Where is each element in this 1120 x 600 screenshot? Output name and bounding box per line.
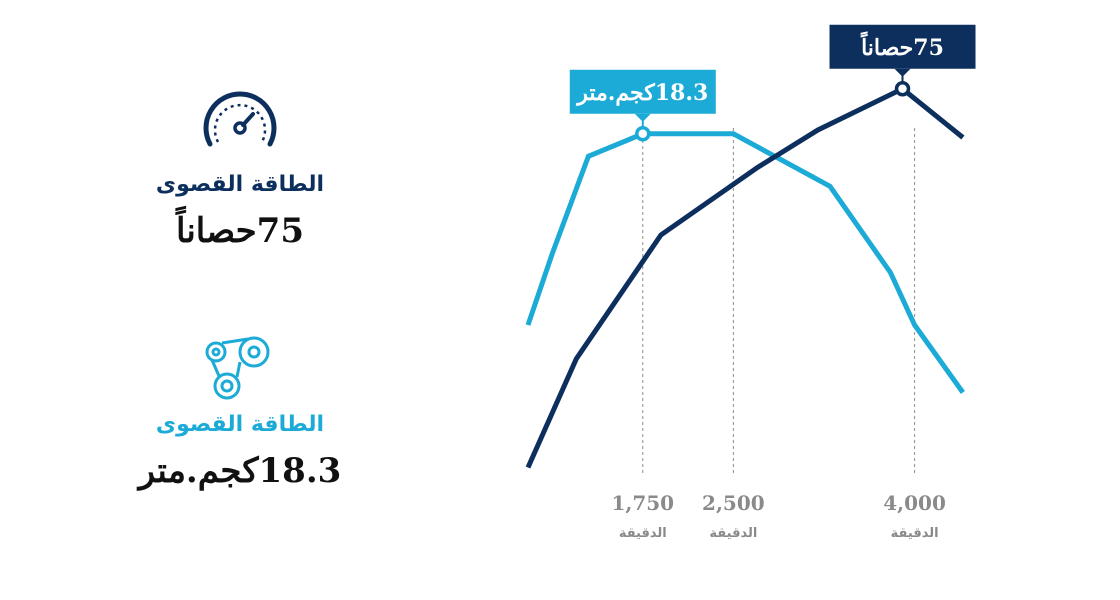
max-power-label: الطاقة القصوى — [155, 172, 325, 197]
x-tick-label: 2,500 — [702, 491, 765, 515]
x-tick-unit: الدقيقة — [891, 526, 939, 541]
speedometer-icon — [203, 91, 277, 147]
series-line-2 — [525, 85, 965, 469]
callout-pointer — [894, 68, 911, 77]
x-tick-label: 1,750 — [611, 491, 674, 515]
series-line-1 — [525, 131, 965, 394]
callout-pointer — [634, 113, 651, 122]
gears-belt-icon — [205, 336, 270, 400]
x-tick-unit: الدقيقة — [709, 526, 757, 541]
max-power-stat: الطاقة القصوى 75حصاناً — [120, 88, 360, 251]
callout-box — [569, 69, 716, 114]
callout-label: 75حصاناً — [860, 31, 944, 61]
max-torque-stat: الطاقة القصوى 18.3كجم.متر — [120, 332, 360, 491]
max-torque-label: الطاقة القصوى — [155, 412, 325, 437]
callout-label: 18.3كجم.متر — [575, 80, 708, 106]
max-power-value: 75حصاناً — [175, 211, 304, 251]
callout-marker — [635, 126, 651, 142]
x-tick-unit: الدقيقة — [619, 526, 667, 541]
callout-box — [829, 24, 976, 69]
max-torque-value: 18.3كجم.متر — [138, 451, 342, 491]
callout-marker — [894, 81, 911, 97]
x-tick-label: 4,000 — [883, 491, 946, 515]
